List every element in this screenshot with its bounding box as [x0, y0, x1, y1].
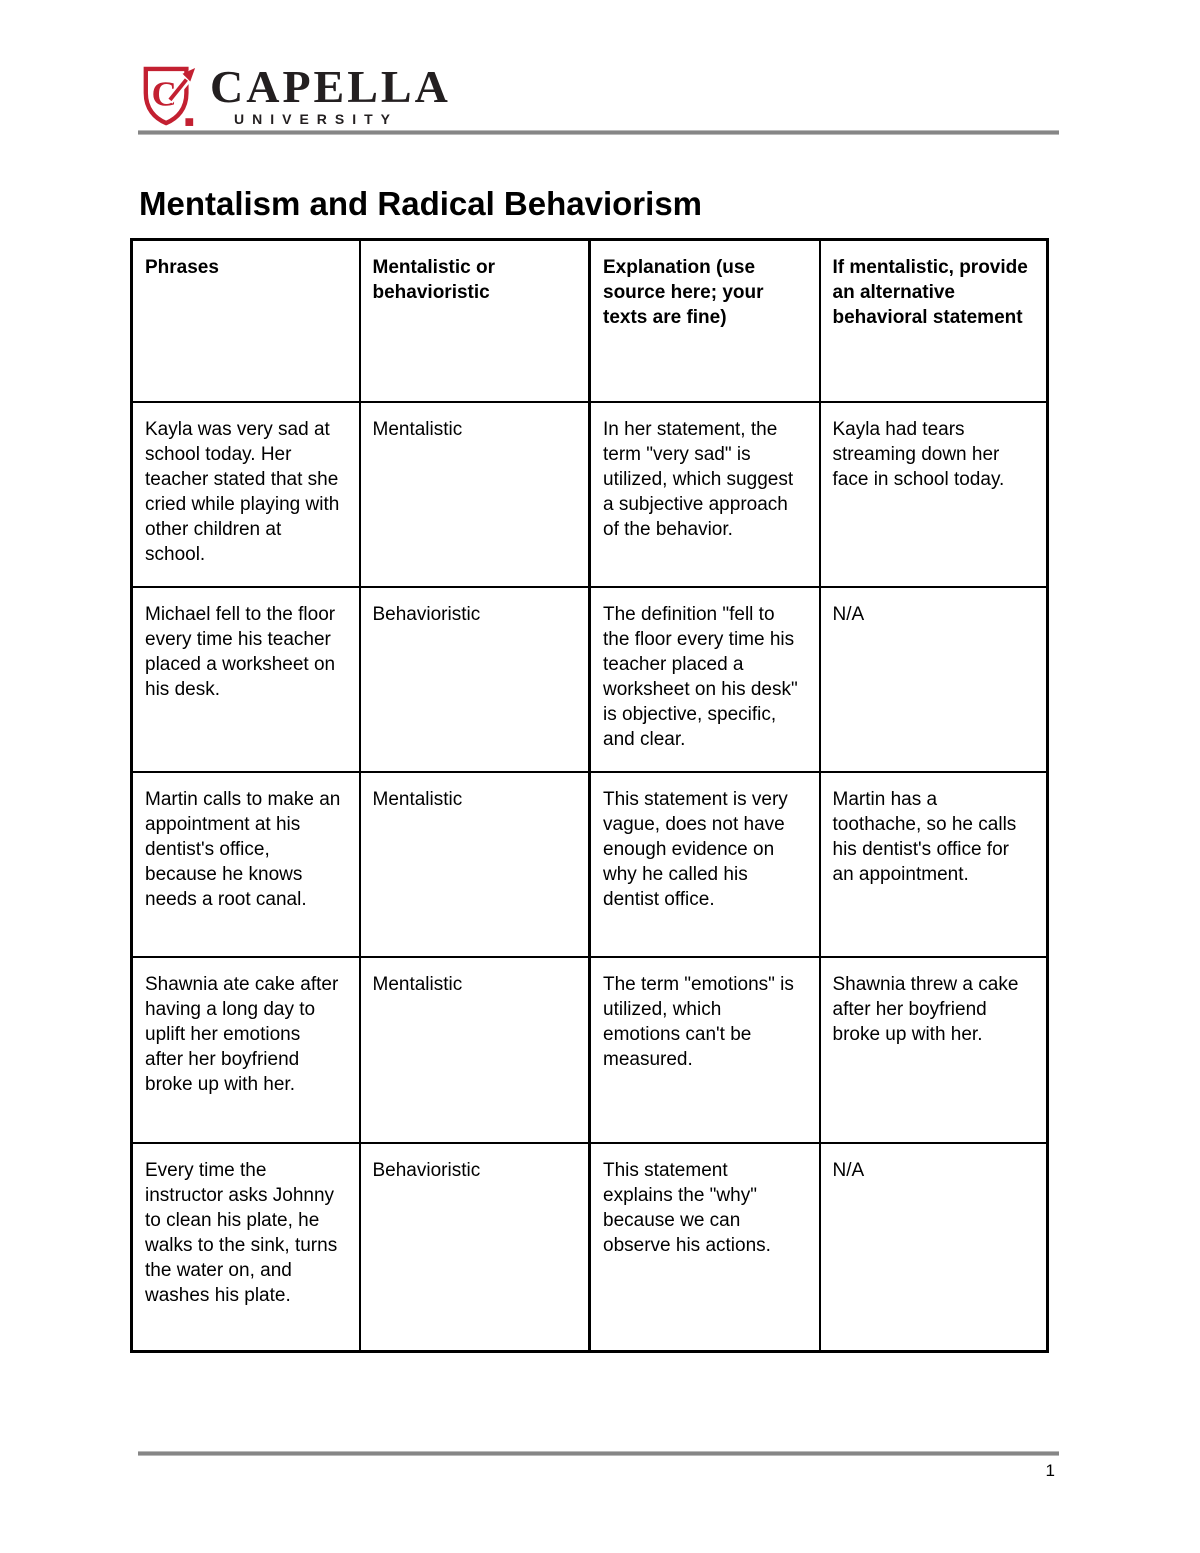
alternative-cell: Kayla had tears streaming down her face …: [818, 400, 1049, 588]
alternative-cell: Martin has a toothache, so he calls his …: [818, 770, 1049, 958]
page-number: 1: [1045, 1461, 1055, 1480]
header-rule: [138, 130, 1059, 135]
footer-rule: [138, 1451, 1059, 1456]
mentalism-table: Phrases Mentalistic or behavioristic Exp…: [130, 238, 1049, 1353]
classification-cell: Mentalistic: [358, 400, 591, 588]
logo-text: CAPELLA UNIVERSITY: [210, 61, 451, 128]
classification-cell: Behavioristic: [358, 1141, 591, 1353]
header-explanation: Explanation (use source here; your texts…: [588, 238, 821, 403]
header-phrases: Phrases: [130, 238, 361, 403]
alternative-cell: Shawnia threw a cake after her boyfriend…: [818, 955, 1049, 1144]
explanation-cell: This statement explains the "why" becaus…: [588, 1141, 821, 1353]
header-classification: Mentalistic or behavioristic: [358, 238, 591, 403]
classification-cell: Mentalistic: [358, 955, 591, 1144]
classification-cell: Mentalistic: [358, 770, 591, 958]
phrase-cell: Kayla was very sad at school today. Her …: [130, 400, 361, 588]
alternative-cell: N/A: [818, 585, 1049, 773]
phrase-cell: Martin calls to make an appointment at h…: [130, 770, 361, 958]
explanation-cell: In her statement, the term "very sad" is…: [588, 400, 821, 588]
explanation-cell: The term "emotions" is utilized, which e…: [588, 955, 821, 1144]
phrase-cell: Every time the instructor asks Johnny to…: [130, 1141, 361, 1353]
table-row: Martin calls to make an appointment at h…: [130, 770, 1049, 958]
classification-cell: Behavioristic: [358, 585, 591, 773]
header-alternative: If mentalistic, provide an alternative b…: [818, 238, 1049, 403]
table-header-row: Phrases Mentalistic or behavioristic Exp…: [130, 238, 1049, 403]
capella-logo: C CAPELLA UNIVERSITY: [140, 64, 451, 128]
capella-shield-icon: C: [143, 66, 197, 126]
logo-subtitle: UNIVERSITY: [234, 111, 399, 127]
phrase-cell: Shawnia ate cake after having a long day…: [130, 955, 361, 1144]
table-row: Michael fell to the floor every time his…: [130, 585, 1049, 773]
alternative-cell: N/A: [818, 1141, 1049, 1353]
logo-wordmark: CAPELLA: [210, 61, 451, 112]
page-title: Mentalism and Radical Behaviorism: [139, 185, 703, 222]
phrase-cell: Michael fell to the floor every time his…: [130, 585, 361, 773]
table-row: Every time the instructor asks Johnny to…: [130, 1141, 1049, 1353]
table-row: Kayla was very sad at school today. Her …: [130, 400, 1049, 588]
explanation-cell: The definition "fell to the floor every …: [588, 585, 821, 773]
table-row: Shawnia ate cake after having a long day…: [130, 955, 1049, 1144]
explanation-cell: This statement is very vague, does not h…: [588, 770, 821, 958]
